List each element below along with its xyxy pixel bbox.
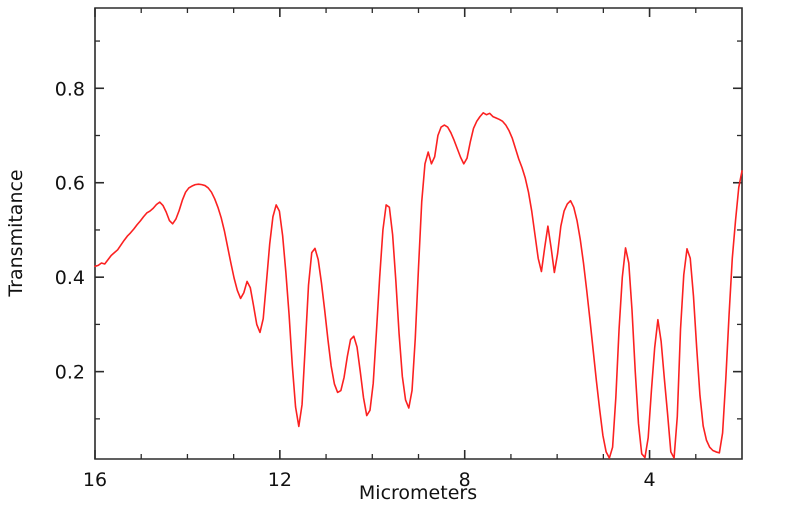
x-axis-tick-labels: 16 12 8 4 xyxy=(83,469,656,491)
plot-frame xyxy=(94,7,743,460)
y-tick-label: 0.4 xyxy=(55,267,85,289)
x-tick-label: 8 xyxy=(459,469,471,491)
series-line-transmitance xyxy=(94,112,743,459)
y-tick-label: 0.8 xyxy=(55,78,85,100)
series-group xyxy=(94,112,743,459)
x-axis-title: Micrometers xyxy=(359,482,477,504)
y-axis-tick-labels: 0.2 0.4 0.6 0.8 xyxy=(55,78,85,383)
x-tick-label: 4 xyxy=(644,469,656,491)
x-tick-label: 16 xyxy=(83,469,107,491)
x-axis-ticks xyxy=(94,8,697,459)
y-axis-ticks xyxy=(95,40,742,420)
y-axis-title: Transmitance xyxy=(5,169,27,297)
y-tick-label: 0.6 xyxy=(55,173,85,195)
x-tick-label: 12 xyxy=(268,469,292,491)
y-tick-label: 0.2 xyxy=(55,362,85,384)
